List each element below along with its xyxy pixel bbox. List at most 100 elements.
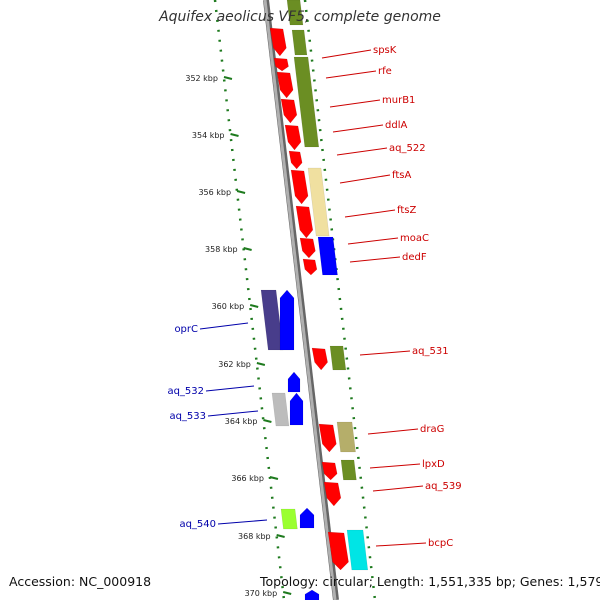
tick-mark	[276, 534, 285, 538]
genome-backbone	[263, 0, 339, 600]
gene-label-connector	[344, 209, 396, 218]
gene-label-connector	[321, 49, 372, 59]
forward-cds-arrow	[299, 237, 316, 259]
gene-label-connector	[205, 385, 255, 392]
gene-label-connector	[199, 322, 249, 330]
tick-label: 370 kbp	[245, 589, 278, 598]
gene-label: draG	[420, 424, 444, 435]
cog-block	[340, 459, 357, 481]
gene-label: oprC	[174, 324, 198, 335]
cog-block	[280, 508, 298, 530]
gene-label-connector	[367, 428, 419, 435]
gene-label-connector	[375, 542, 427, 547]
reverse-cds-arrow	[279, 289, 295, 351]
reverse-cds-arrow	[304, 589, 320, 600]
forward-cds-arrow	[321, 461, 338, 481]
gene-label-connector	[207, 410, 259, 417]
gene-label-connector	[217, 519, 268, 525]
gene-label-connector	[339, 174, 391, 184]
tick-mark	[249, 304, 259, 308]
gene-label: aq_522	[389, 143, 426, 154]
tick-mark	[282, 591, 292, 595]
gene-label: aq_533	[169, 411, 206, 422]
cog-block	[271, 392, 290, 427]
tick-label: 368 kbp	[238, 532, 271, 541]
tick-dot-rings	[213, 0, 377, 600]
gene-label: ddlA	[385, 120, 407, 131]
tick-mark	[263, 419, 272, 423]
backbone-highlight	[263, 0, 337, 600]
gene-label-connector	[325, 70, 377, 79]
tick-mark	[256, 362, 266, 366]
tick-label: 364 kbp	[225, 417, 258, 426]
gene-label-connector	[369, 463, 421, 469]
gene-label: rfe	[378, 66, 392, 77]
gene-label-connector	[347, 237, 399, 245]
gene-label: spsK	[373, 45, 397, 56]
tick-label: 356 kbp	[198, 188, 231, 197]
gene-label: aq_540	[179, 519, 216, 530]
forward-cds-arrow	[280, 98, 298, 124]
cog-block	[317, 236, 338, 276]
reverse-cds-arrow	[289, 392, 304, 426]
cds-arrow-track	[269, 27, 349, 600]
cog-block	[293, 56, 320, 148]
tick-label: 362 kbp	[218, 360, 251, 369]
forward-cds-arrow	[276, 71, 294, 99]
tick-mark	[269, 476, 279, 480]
tick-mark	[236, 190, 246, 194]
gene-label: aq_532	[167, 386, 204, 397]
forward-cds-arrow	[302, 258, 318, 276]
gene-label: aq_531	[412, 346, 449, 357]
gene-label: dedF	[402, 252, 427, 263]
forward-cds-arrow	[269, 27, 287, 57]
tick-mark	[243, 247, 252, 251]
gene-label-connector	[359, 350, 411, 356]
map-title: Aquifex aeolicus VF5, complete genome	[159, 9, 441, 25]
cog-color-track	[260, 0, 369, 571]
gene-label: bcpC	[428, 538, 453, 549]
gene-label: aq_539	[425, 481, 462, 492]
forward-cds-arrow	[311, 347, 328, 371]
gene-label-connector	[336, 147, 388, 156]
forward-cds-arrow	[273, 57, 289, 72]
forward-cds-arrow	[290, 169, 309, 205]
forward-cds-arrow	[295, 205, 314, 239]
inner-dot-ring	[213, 0, 286, 600]
gene-label: ftsZ	[397, 205, 416, 216]
cog-block	[291, 29, 308, 56]
tick-mark	[223, 76, 233, 80]
forward-cds-arrow	[318, 423, 337, 453]
outer-dot-ring	[303, 0, 377, 600]
gene-label: moaC	[400, 233, 429, 244]
forward-cds-arrow	[327, 531, 349, 571]
cog-block	[329, 345, 347, 371]
gene-label: lpxD	[422, 459, 445, 470]
tick-label: 360 kbp	[212, 302, 245, 311]
tick-mark	[230, 133, 239, 137]
gene-label: ftsA	[392, 170, 411, 181]
forward-cds-arrow	[323, 481, 342, 507]
tick-label: 366 kbp	[231, 474, 264, 483]
reverse-cds-arrow	[287, 371, 301, 393]
tick-label: 352 kbp	[185, 74, 218, 83]
tick-labels: 352 kbp 354 kbp 356 kbp 358 kbp 360 kbp 362 k…	[185, 74, 292, 598]
gene-label-connector	[349, 256, 401, 263]
tick-label: 358 kbp	[205, 245, 238, 254]
forward-cds-arrow	[284, 124, 302, 151]
forward-cds-arrow	[288, 150, 303, 170]
cog-block	[346, 529, 369, 571]
accession-text: Accession: NC_000918	[9, 574, 152, 589]
gene-label-connector	[372, 485, 424, 492]
gene-labels: spsK rfe murB1 ddlA aq_522 ftsA ftsZ moaC dedF aq…	[167, 45, 461, 549]
cog-block	[286, 0, 304, 26]
tick-label: 354 kbp	[192, 131, 225, 140]
gene-label-connector	[332, 124, 384, 133]
cog-block	[307, 167, 330, 237]
gene-label: murB1	[382, 95, 415, 106]
topology-text: Topology: circular; Length: 1,551,335 bp…	[260, 574, 600, 589]
reverse-cds-arrow	[299, 507, 315, 529]
gene-label-connector	[329, 99, 381, 108]
cog-block	[336, 421, 356, 453]
